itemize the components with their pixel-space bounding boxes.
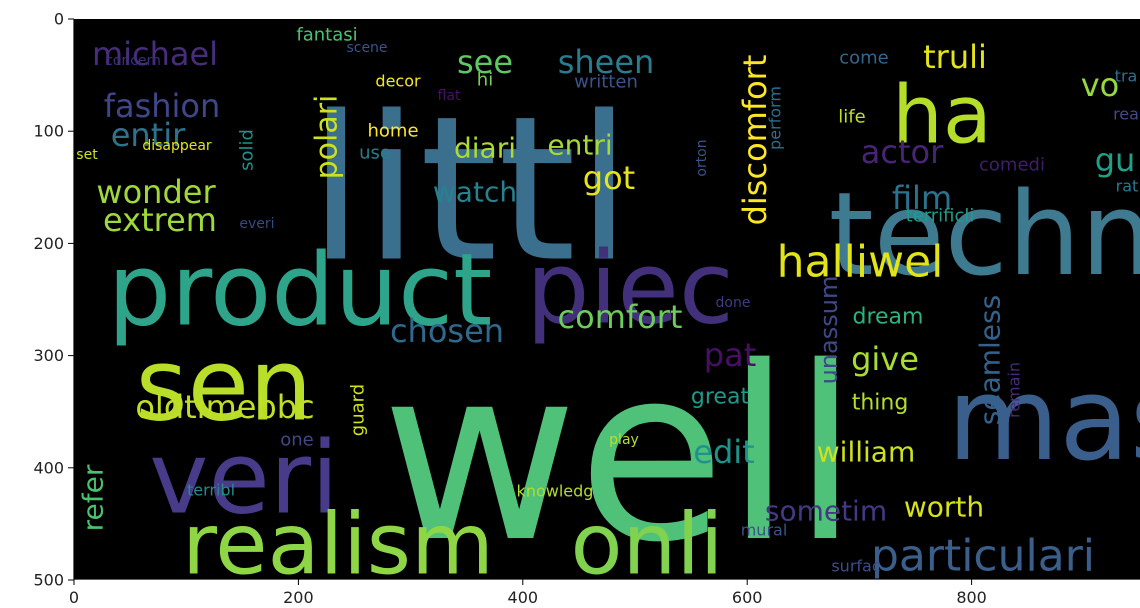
word-diari: diari [454,132,516,165]
word-refer: refer [77,464,110,531]
word-see: see [457,43,513,81]
word-knowledg: knowledg [517,482,594,501]
word-written: written [574,72,638,93]
x-tick-label: 0 [69,588,79,607]
word-pat: pat [704,336,756,374]
word-halliwel: halliwel [777,237,944,288]
word-comfort: comfort [558,298,683,336]
y-tick-label: 500 [33,571,64,590]
word-use: use [359,143,391,164]
word-home: home [367,121,418,142]
word-sheen: sheen [558,43,655,81]
word-sen: sen [135,327,312,444]
y-tick-label: 200 [33,234,64,253]
word-techniqu: techniqu [829,168,1140,302]
word-worth: worth [904,491,984,524]
word-life: life [838,107,865,128]
word-michael: michael [92,35,218,73]
x-tick-label: 400 [508,588,539,607]
word-well: well [381,315,858,595]
word-guard: guard [348,384,369,436]
word-set: set [76,147,98,163]
word-fashion: fashion [104,87,221,125]
word-surfac: surfac [831,557,880,576]
word-one: one [280,430,314,451]
word-product: product [108,232,493,349]
plot-area [74,19,1140,579]
word-vo: vo [1081,66,1120,104]
word-come: come [839,48,889,69]
word-truli: truli [923,38,987,76]
y-axis-ticks: 0 100 200 300 400 500 [33,10,74,590]
word-got: got [583,159,635,197]
word-entri: entri [547,129,612,162]
word-gu: gu [1095,141,1136,179]
word-watch: watch [433,176,517,209]
word-actor: actor [861,133,944,171]
word-concern: concern [105,53,161,69]
word-fantasi: fantasi [296,25,357,46]
word-thing: thing [852,391,909,416]
x-axis-ticks: 0 200 400 600 800 [69,579,987,607]
y-tick-label: 400 [33,458,64,477]
x-tick-label: 600 [732,588,763,607]
word-terribl: terribl [187,481,235,500]
word-discomfort: discomfort [736,55,774,226]
word-solid: solid [237,129,258,171]
word-oldtimebbc: oldtimebbc [135,388,314,426]
word-veri: veri [149,420,339,537]
y-tick-label: 100 [33,122,64,141]
word-dream: dream [853,305,924,330]
word-seamless: seamless [974,295,1007,425]
word-scene: scene [346,40,387,56]
word-play: play [609,432,639,448]
word-hi: hi [477,70,493,91]
y-tick-label: 300 [33,346,64,365]
word-rat: rat [1116,177,1139,196]
word-realism: realism [182,496,494,595]
word-chosen: chosen [390,312,504,350]
word-rea: rea [1113,105,1139,124]
word-sometim: sometim [765,495,887,528]
word-william: william [817,436,915,469]
word-comedi: comedi [979,155,1045,176]
word-film: film [892,179,952,217]
word-perform: perform [766,86,785,150]
word-everi: everi [239,216,274,232]
word-onli: onli [570,496,723,595]
word-edit: edit [693,433,754,471]
word-done: done [716,295,751,311]
word-polari: polari [310,95,345,180]
word-mural: mural [741,521,788,540]
y-tick-label: 0 [54,10,64,29]
word-master: master [947,353,1140,487]
word-extrem: extrem [103,201,217,239]
word-disappear: disappear [142,138,212,154]
word-unassum: unassum [815,276,843,385]
word-remain: remain [1005,362,1024,418]
word-wonder: wonder [96,173,216,211]
word-great: great [691,385,750,410]
word-particulari: particulari [871,531,1095,582]
word-flat: flat [438,88,461,104]
word-entir: entir [111,116,186,154]
word-ha: ha [892,69,992,162]
word-tra: tra [1115,67,1138,86]
word-orton: orton [694,139,710,176]
word-littl: littl [308,74,632,307]
word-give: give [851,340,919,378]
word-piec: piec [526,230,734,347]
word-decor: decor [375,72,421,91]
x-tick-label: 200 [283,588,314,607]
x-tick-label: 800 [956,588,987,607]
word-terrificli: terrificli [906,206,975,227]
